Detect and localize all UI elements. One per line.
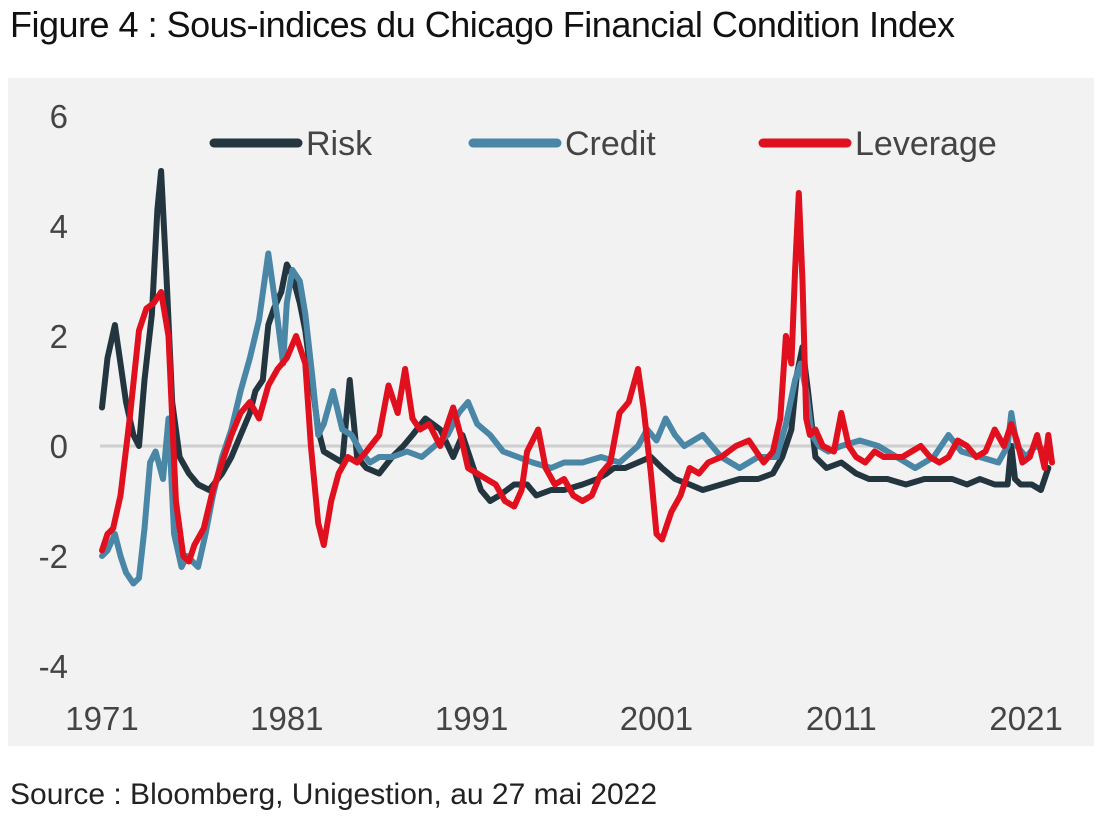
x-tick-label: 2011 xyxy=(806,700,877,737)
y-tick-label: 2 xyxy=(50,318,68,355)
series-line-credit xyxy=(99,250,1052,587)
x-tick-label: 2001 xyxy=(620,700,693,737)
y-tick-label: 4 xyxy=(50,208,68,245)
figure-title: Figure 4 : Sous-indices du Chicago Finan… xyxy=(10,4,955,45)
source-note: Source : Bloomberg, Unigestion, au 27 ma… xyxy=(10,778,658,811)
legend-label-credit: Credit xyxy=(565,125,656,163)
legend-label-leverage: Leverage xyxy=(855,125,997,163)
chart-svg: -4 -2 0 2 4 6 1971 1981 1991 2001 2011 2021 Risk Cr… xyxy=(39,98,1063,737)
x-tick-label: 1981 xyxy=(250,700,323,737)
y-axis-ticks: -4 -2 0 2 4 6 xyxy=(39,98,68,685)
legend-label-risk: Risk xyxy=(306,125,373,163)
series-layer xyxy=(99,168,1055,587)
y-tick-label: 0 xyxy=(50,428,68,465)
x-tick-label: 1991 xyxy=(435,700,508,737)
legend: Risk Credit Leverage xyxy=(209,125,997,163)
plot-panel: -4 -2 0 2 4 6 1971 1981 1991 2001 2011 2021 Risk Cr… xyxy=(8,78,1094,746)
x-tick-label: 2021 xyxy=(989,700,1062,737)
series-line-leverage xyxy=(99,190,1055,565)
x-axis-ticks: 1971 1981 1991 2001 2011 2021 xyxy=(65,700,1063,737)
y-tick-label: -2 xyxy=(39,538,68,575)
y-tick-label: 6 xyxy=(50,98,68,135)
series-line-risk xyxy=(99,168,1052,504)
x-tick-label: 1971 xyxy=(65,700,138,737)
y-tick-label: -4 xyxy=(39,648,68,685)
